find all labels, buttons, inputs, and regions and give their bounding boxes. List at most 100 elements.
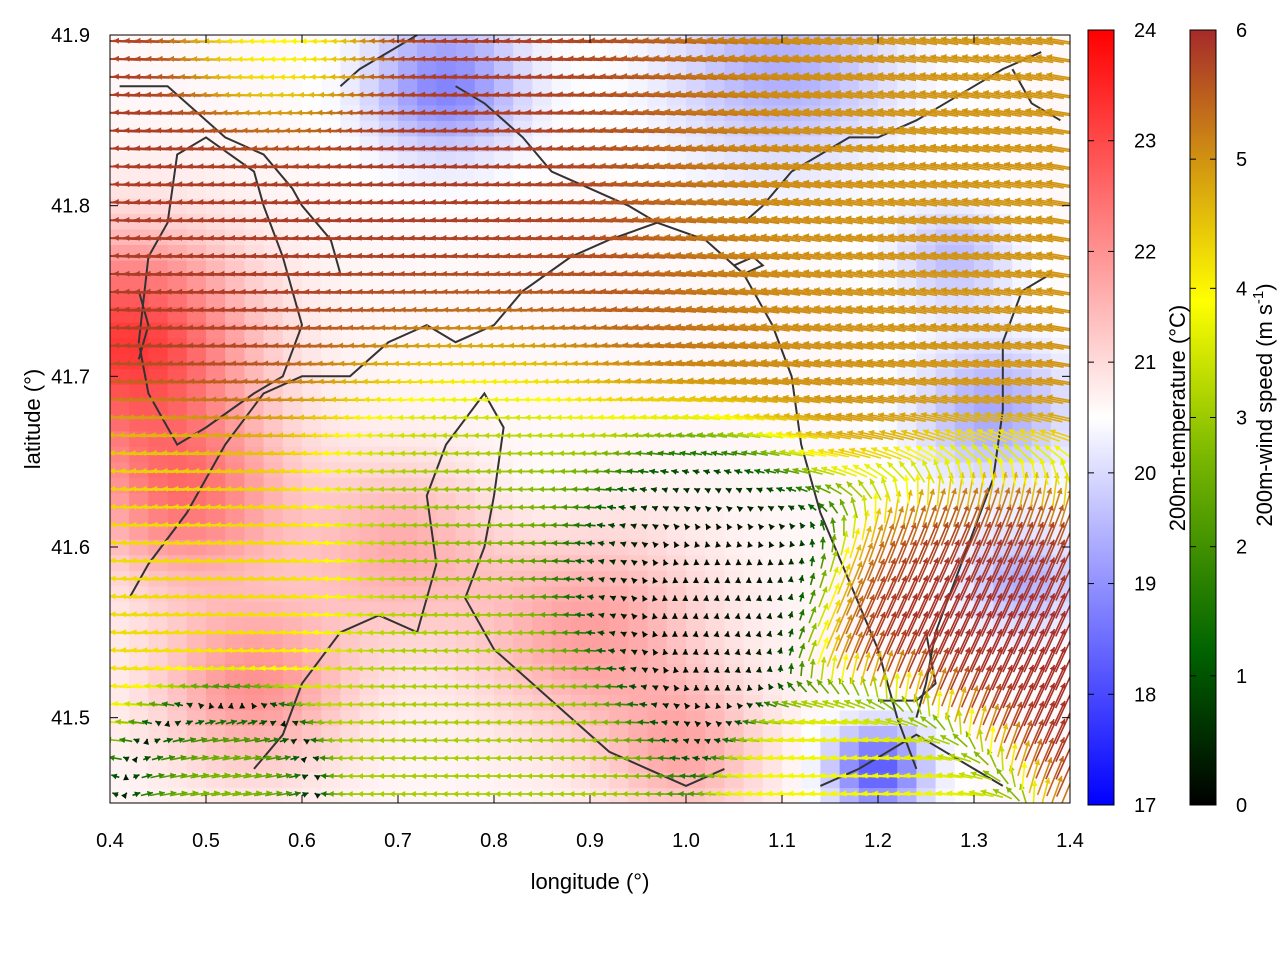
heat-cell [455, 585, 476, 602]
heat-cell [186, 585, 207, 602]
heat-cell [186, 632, 207, 649]
heat-cell [359, 430, 380, 447]
heat-cell [378, 663, 399, 680]
heat-cell [263, 756, 284, 773]
heat-cell [186, 554, 207, 571]
heat-cell [398, 384, 418, 401]
heat-cell [532, 244, 553, 261]
heat-cell [263, 151, 284, 168]
heat-cell [570, 197, 591, 214]
heat-cell [378, 415, 399, 432]
heat-cell [282, 291, 303, 308]
heat-cell [724, 740, 745, 757]
heat-cell [474, 291, 495, 308]
heat-cell [321, 694, 341, 711]
heat-cell [186, 151, 207, 168]
heat-cell [570, 384, 591, 401]
heat-cell [417, 42, 437, 59]
heat-cell [110, 694, 130, 711]
heat-cell [436, 616, 457, 633]
heat-cell [743, 647, 764, 664]
heat-cell [263, 384, 284, 401]
heat-cell [839, 492, 860, 509]
heat-cell [244, 322, 265, 339]
heat-cell [302, 120, 322, 137]
heat-cell [570, 539, 591, 556]
heat-cell [167, 601, 188, 618]
heat-cell [244, 399, 265, 416]
heat-cell [244, 182, 265, 199]
heat-cell [244, 492, 265, 509]
heat-cell [570, 430, 591, 447]
heat-cell [820, 740, 841, 757]
heat-cell [513, 166, 533, 183]
heat-cell [1050, 42, 1070, 59]
heat-cell [302, 151, 322, 168]
heat-cell [263, 89, 284, 106]
heat-cell [110, 322, 130, 339]
heat-cell [532, 616, 553, 633]
heat-cell [378, 368, 399, 385]
heat-cell [225, 616, 245, 633]
heat-cell [244, 260, 265, 277]
heat-cell [359, 58, 380, 75]
heat-cell [225, 244, 245, 261]
heat-cell [455, 647, 476, 664]
heat-cell [455, 787, 476, 803]
heat-cell [206, 740, 226, 757]
heat-cell [474, 368, 495, 385]
heat-cell [398, 58, 418, 75]
heat-cell [167, 35, 188, 44]
heat-cell [206, 228, 226, 245]
heat-cell [148, 35, 169, 44]
heat-cell [186, 663, 207, 680]
heat-cell [206, 42, 226, 59]
heat-cell [359, 787, 380, 803]
heat-cell [455, 415, 476, 432]
heat-cell [494, 585, 514, 602]
heat-cell [455, 601, 476, 618]
heat-cell [359, 244, 380, 261]
heat-cell [129, 182, 149, 199]
heat-cell [398, 353, 418, 370]
heat-cell [340, 554, 361, 571]
heat-cell [186, 523, 207, 540]
heat-cell [263, 694, 284, 711]
heat-cell [110, 616, 130, 633]
heat-cell [282, 740, 303, 757]
heat-cell [378, 120, 399, 137]
heat-cell [244, 151, 265, 168]
heat-cell [494, 89, 514, 106]
heat-cell [532, 508, 553, 525]
heat-cell [455, 694, 476, 711]
heat-cell [148, 384, 169, 401]
heat-cell [186, 740, 207, 757]
heat-cell [263, 632, 284, 649]
heat-cell [110, 182, 130, 199]
heat-cell [110, 89, 130, 106]
heat-cell [359, 275, 380, 292]
heat-cell [436, 120, 457, 137]
heat-cell [340, 291, 361, 308]
heat-cell [532, 539, 553, 556]
heat-cell [186, 275, 207, 292]
heat-cell [167, 260, 188, 277]
heat-cell [609, 322, 629, 339]
heat-cell [282, 384, 303, 401]
heat-cell [686, 616, 706, 633]
heat-cell [705, 492, 725, 509]
heat-cell [398, 756, 418, 773]
heat-cell [724, 787, 745, 803]
heat-cell [455, 368, 476, 385]
heat-cell [225, 291, 245, 308]
heat-cell [148, 647, 169, 664]
heat-cell [263, 353, 284, 370]
heat-cell [628, 89, 649, 106]
heat-cell [110, 35, 130, 44]
heat-cell [858, 787, 879, 803]
heat-cell [225, 663, 245, 680]
heat-cell [398, 228, 418, 245]
heat-cell [244, 508, 265, 525]
heat-cell [570, 740, 591, 757]
heat-cell [436, 415, 457, 432]
